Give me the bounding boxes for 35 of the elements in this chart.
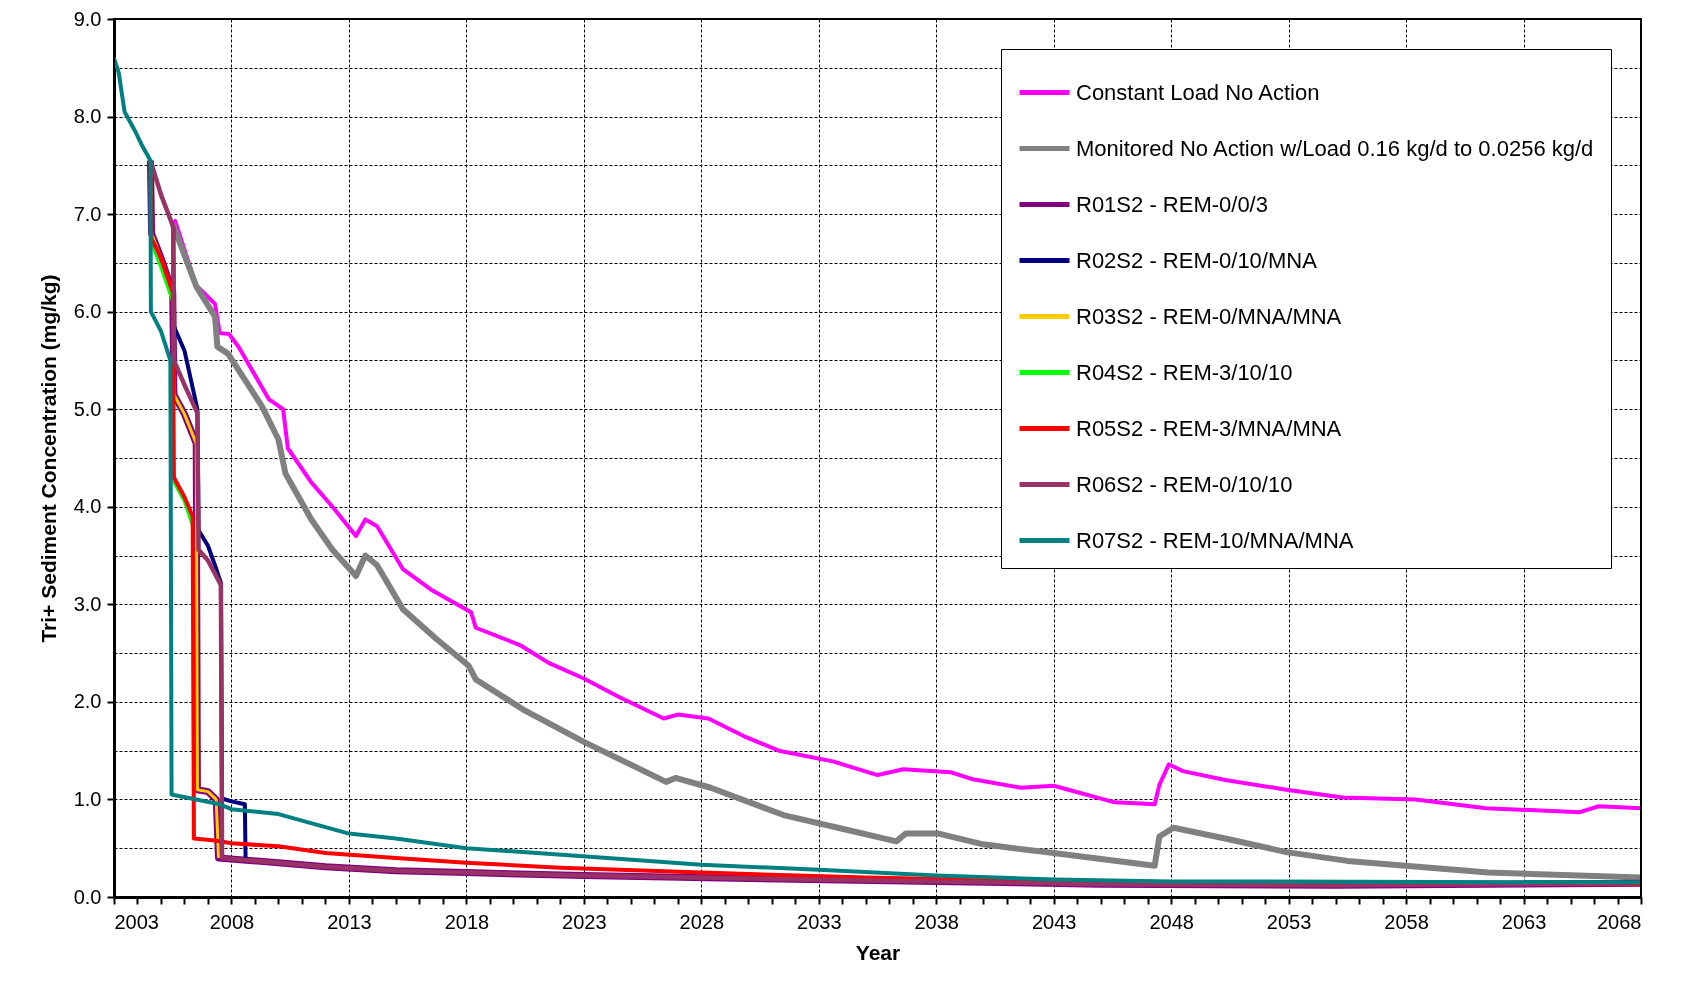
x-axis-title: Year	[855, 940, 901, 964]
y-tick-label: 5.0	[73, 397, 102, 420]
y-tick-label: 9.0	[73, 7, 102, 30]
legend-label: R06S2 - REM-0/10/10	[1076, 471, 1293, 497]
x-tick-label: 2003	[114, 910, 159, 933]
x-tick-label: 2068	[1597, 910, 1642, 933]
x-tick-label: 2058	[1384, 910, 1429, 933]
x-tick-label: 2053	[1266, 910, 1312, 933]
legend-label: R03S2 - REM-0/MNA/MNA	[1076, 303, 1342, 329]
y-tick-label: 8.0	[73, 105, 102, 128]
x-tick-label: 2063	[1501, 910, 1547, 933]
x-tick-label: 2008	[209, 910, 255, 933]
legend-label: R04S2 - REM-3/10/10	[1076, 359, 1293, 385]
y-axis-title: Tri+ Sediment Concentration (mg/kg)	[36, 274, 60, 643]
y-tick-label: 1.0	[73, 787, 102, 810]
y-tick-label: 6.0	[73, 300, 102, 323]
x-tick-label: 2023	[562, 910, 607, 933]
x-tick-label: 2043	[1031, 910, 1077, 933]
x-tick-label: 2038	[914, 910, 959, 933]
y-tick-label: 0.0	[73, 885, 102, 908]
y-tick-label: 3.0	[73, 592, 102, 615]
x-tick-label: 2048	[1149, 910, 1194, 933]
x-tick-label: 2033	[797, 910, 842, 933]
legend-label: Monitored No Action w/Load 0.16 kg/d to 0.0256 kg/d	[1076, 135, 1594, 161]
y-tick-label: 2.0	[73, 690, 102, 713]
legend-label: Constant Load No Action	[1076, 79, 1320, 105]
legend-label: R02S2 - REM-0/10/MNA	[1076, 247, 1318, 273]
legend-label: R07S2 - REM-10/MNA/MNA	[1076, 527, 1354, 553]
y-tick-label: 4.0	[73, 495, 102, 518]
x-tick-label: 2018	[444, 910, 490, 933]
legend-label: R01S2 - REM-0/0/3	[1076, 191, 1268, 217]
x-tick-label: 2013	[327, 910, 372, 933]
legend-label: R05S2 - REM-3/MNA/MNA	[1076, 415, 1342, 441]
y-tick-label: 7.0	[73, 202, 102, 225]
x-tick-label: 2028	[679, 910, 725, 933]
